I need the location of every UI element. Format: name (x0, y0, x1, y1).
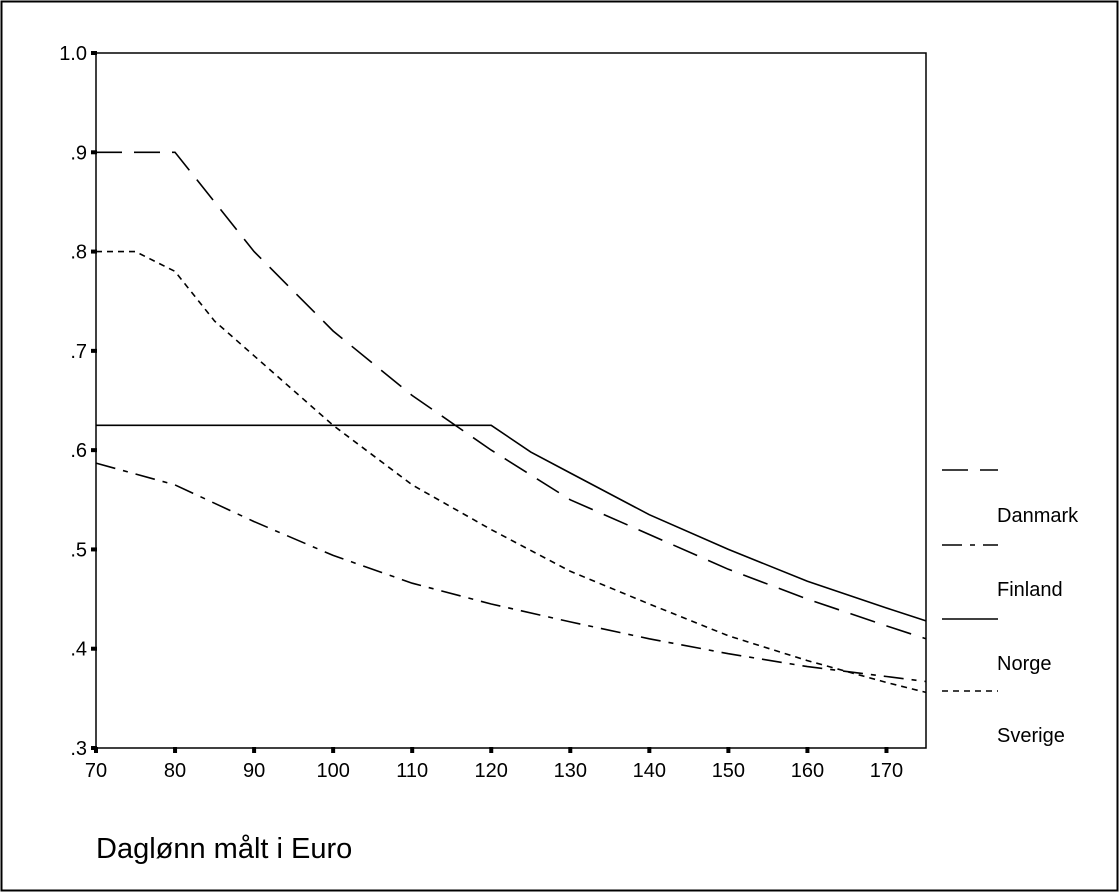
y-tick-label: 1.0 (59, 43, 87, 65)
series-line-finland (95, 462, 927, 683)
x-tick-label: 100 (316, 760, 349, 782)
legend-label-finland: Finland (997, 579, 1063, 601)
legend: Danmark Finland Norge Sverige (942, 469, 1079, 747)
y-axis: .3 .4 .5 .6 .7 .8 .9 1.0 (59, 43, 97, 760)
y-tick-label: .3 (70, 738, 87, 760)
legend-label-sverige: Sverige (997, 725, 1065, 747)
y-tick-label: .9 (70, 142, 87, 164)
x-tick-label: 90 (243, 760, 265, 782)
x-tick-label: 140 (633, 760, 666, 782)
x-tick-label: 80 (164, 760, 186, 782)
plot-area (95, 52, 927, 749)
series-line-danmark (96, 151, 927, 640)
x-tick-label: 120 (475, 760, 508, 782)
x-axis-label: Daglønn målt i Euro (96, 833, 352, 865)
x-tick-label: 110 (396, 760, 428, 782)
x-tick-label: 170 (870, 760, 903, 782)
legend-label-danmark: Danmark (997, 505, 1079, 527)
y-tick-label: .4 (70, 639, 87, 661)
y-tick-label: .6 (70, 440, 87, 462)
x-tick-label: 130 (554, 760, 587, 782)
y-tick-label: .5 (70, 539, 87, 561)
y-tick-label: .7 (70, 341, 87, 363)
y-tick-label: .8 (70, 242, 87, 264)
x-tick-label: 70 (85, 760, 107, 782)
x-tick-label: 150 (712, 760, 745, 782)
series-layer (95, 151, 927, 694)
x-tick-label: 160 (791, 760, 824, 782)
series-line-norge (96, 424, 927, 622)
legend-label-norge: Norge (997, 653, 1051, 675)
x-axis: 70 80 90 100 110 120 130 140 150 160 170 (85, 747, 903, 782)
